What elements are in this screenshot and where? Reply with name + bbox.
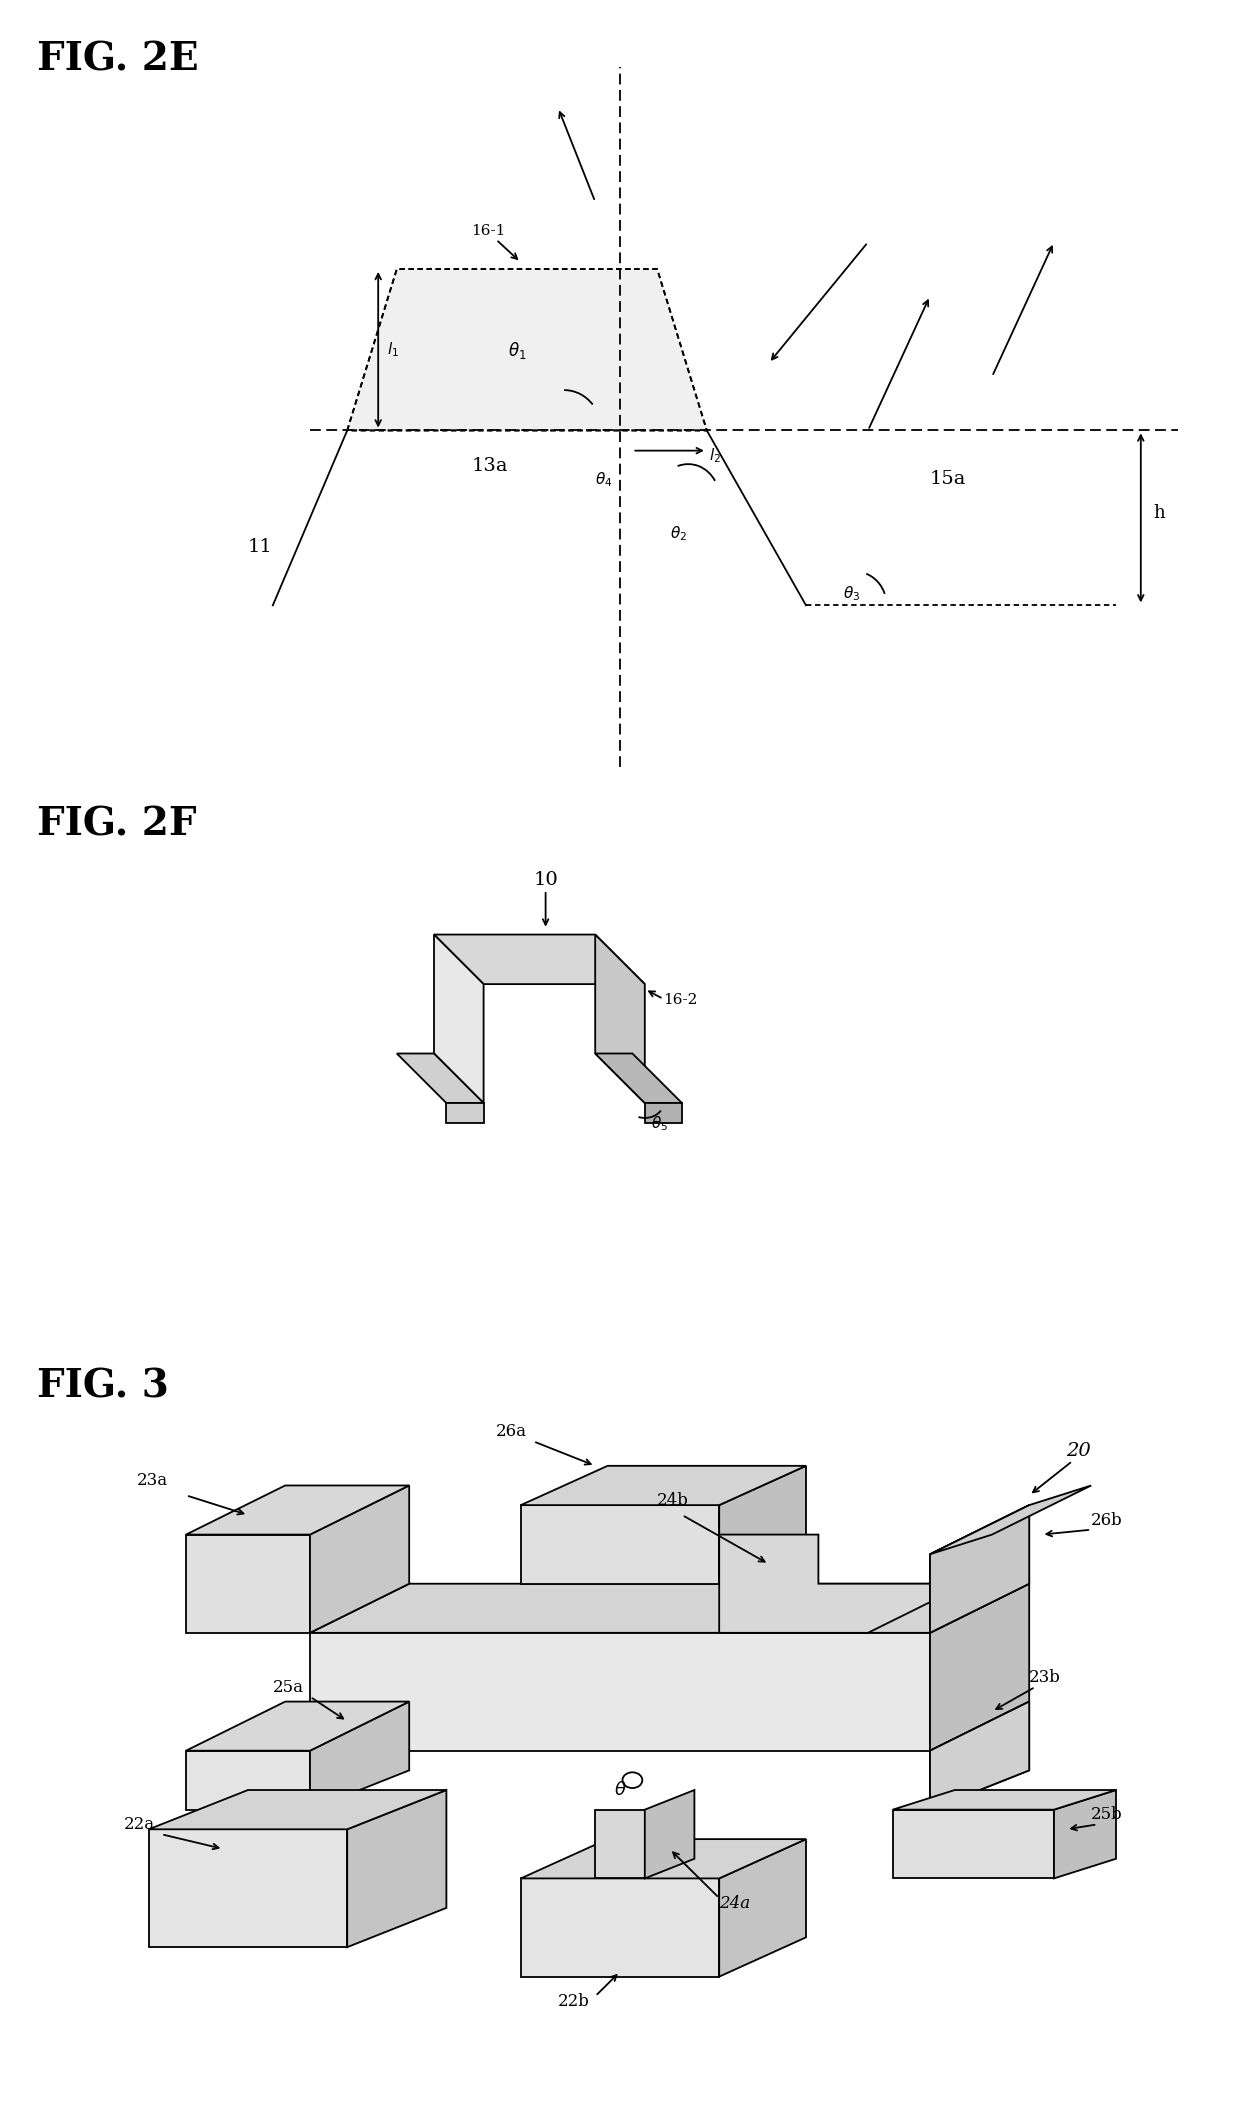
Polygon shape [521,1878,719,1977]
Polygon shape [521,1506,719,1585]
Text: 24b: 24b [657,1493,689,1510]
Text: 25a: 25a [273,1678,304,1695]
Text: 26b: 26b [1091,1512,1123,1529]
Polygon shape [186,1701,409,1750]
Text: h: h [1153,503,1164,523]
Text: 15a: 15a [930,469,966,489]
Polygon shape [719,1534,967,1633]
Text: FIG. 3: FIG. 3 [37,1368,169,1406]
Text: 23b: 23b [1029,1669,1061,1686]
Polygon shape [310,1633,930,1750]
Polygon shape [595,1054,682,1102]
Text: 24a: 24a [719,1895,750,1912]
Text: FIG. 2F: FIG. 2F [37,805,197,843]
Text: 25b: 25b [1091,1808,1123,1825]
Text: 22a: 22a [124,1816,155,1833]
Polygon shape [719,1839,806,1977]
Polygon shape [930,1701,1029,1810]
Text: $\theta_1$: $\theta_1$ [508,340,527,361]
Polygon shape [595,935,645,1102]
Text: $\theta_3$: $\theta_3$ [843,584,861,603]
Polygon shape [645,1102,682,1124]
Text: $\theta_5$: $\theta_5$ [651,1113,668,1132]
Text: 20: 20 [1066,1442,1091,1459]
Polygon shape [186,1485,409,1534]
Polygon shape [930,1485,1091,1555]
Polygon shape [521,1466,806,1506]
Text: $\theta_2$: $\theta_2$ [670,525,687,544]
Polygon shape [434,935,645,983]
Text: 10: 10 [533,871,558,890]
Polygon shape [310,1701,409,1810]
Polygon shape [446,1102,484,1124]
Polygon shape [645,1791,694,1878]
Polygon shape [719,1466,806,1585]
Text: FIG. 2E: FIG. 2E [37,40,198,79]
Polygon shape [1054,1791,1116,1878]
Polygon shape [930,1506,1029,1633]
Text: $l_2$: $l_2$ [709,446,722,465]
Polygon shape [149,1791,446,1829]
Polygon shape [186,1534,310,1633]
Text: 11: 11 [248,537,273,556]
Text: 23a: 23a [136,1472,167,1489]
Polygon shape [595,1810,645,1878]
Text: $l_1$: $l_1$ [387,340,399,359]
Polygon shape [397,1054,484,1102]
Polygon shape [893,1791,1116,1810]
Polygon shape [347,270,707,431]
Polygon shape [149,1829,347,1948]
Text: 22b: 22b [558,1992,590,2009]
Polygon shape [521,1839,806,1878]
Polygon shape [930,1701,1029,1810]
Text: 13a: 13a [471,457,507,476]
Text: 26a: 26a [496,1423,527,1440]
Polygon shape [893,1810,1054,1878]
Polygon shape [347,1791,446,1948]
Text: $\theta$: $\theta$ [614,1780,626,1799]
Polygon shape [930,1506,1029,1633]
Text: 16-1: 16-1 [471,225,506,238]
Text: $\theta_4$: $\theta_4$ [595,469,613,489]
Polygon shape [434,935,484,1102]
Polygon shape [186,1750,310,1810]
Polygon shape [310,1585,1029,1633]
Text: 16-2: 16-2 [663,992,698,1007]
Polygon shape [310,1485,409,1633]
Polygon shape [930,1585,1029,1750]
